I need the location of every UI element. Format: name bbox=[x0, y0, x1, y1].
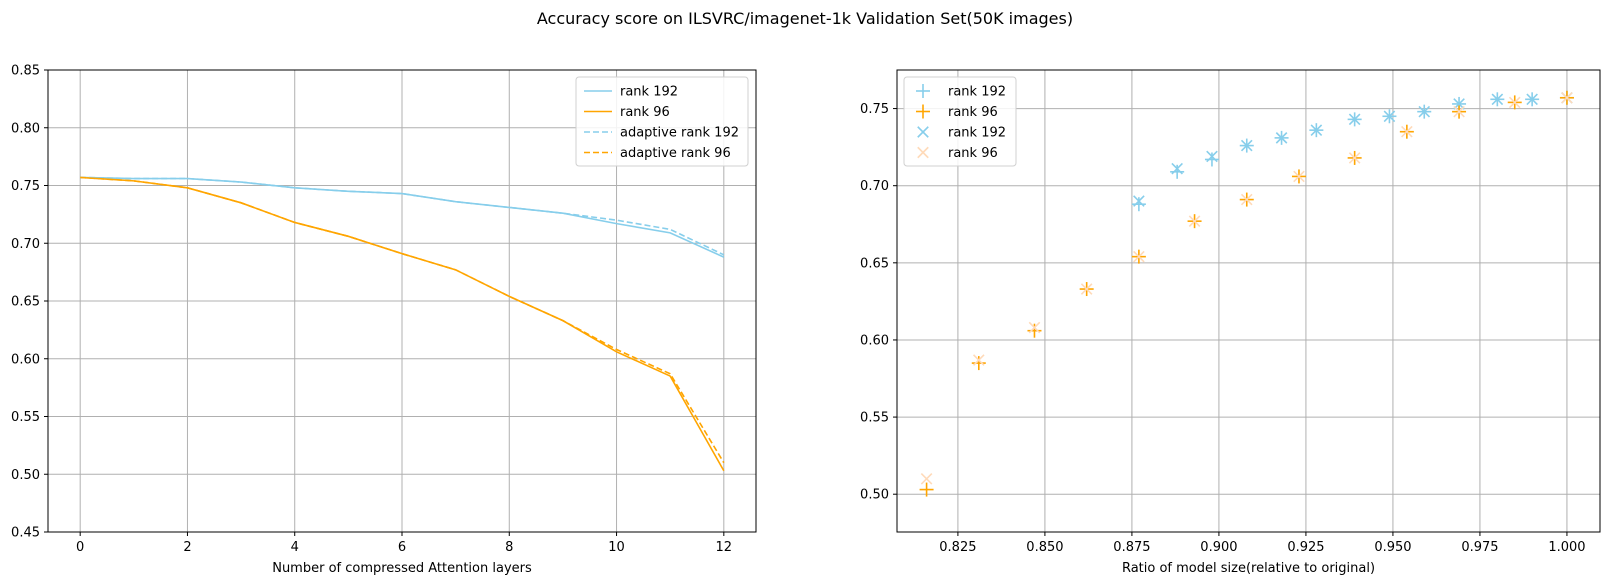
scatter-point-x bbox=[1526, 93, 1538, 106]
legend: rank 192 rank 96 rank 192 rank 96 bbox=[903, 76, 1017, 167]
scatter-point-x bbox=[1418, 105, 1431, 118]
series-group bbox=[80, 176, 725, 472]
x-tick-label: 6 bbox=[398, 540, 406, 555]
legend-label: rank 96 bbox=[948, 105, 998, 120]
x-tick-label: 12 bbox=[716, 540, 733, 555]
x-tick-label: 8 bbox=[505, 540, 513, 555]
y-tick-label: 0.70 bbox=[11, 237, 40, 252]
scatter-point-x bbox=[1453, 105, 1465, 118]
y-tick-label: 0.55 bbox=[860, 411, 889, 426]
scatter-point-plus bbox=[971, 356, 986, 371]
x-tick-label: 0.850 bbox=[1026, 540, 1063, 555]
scatter-point-x bbox=[1133, 250, 1145, 263]
legend-label: adaptive rank 192 bbox=[620, 126, 739, 141]
series-line-adaptive-rank-96 bbox=[80, 176, 725, 464]
scatter-point-x bbox=[920, 472, 933, 485]
scatter-point-x bbox=[1206, 150, 1218, 163]
y-tick-label: 0.60 bbox=[11, 352, 40, 367]
legend-label: adaptive rank 96 bbox=[620, 146, 731, 161]
x-tick-label: 2 bbox=[183, 540, 191, 555]
x-tick-label: 10 bbox=[608, 540, 625, 555]
x-tick-label: 1.000 bbox=[1548, 540, 1585, 555]
legend-swatch bbox=[917, 126, 929, 138]
figure-title: Accuracy score on ILSVRC/imagenet-1k Val… bbox=[537, 9, 1073, 28]
scatter-point-x bbox=[1491, 93, 1504, 106]
legend-box bbox=[903, 76, 1017, 167]
series-group bbox=[919, 90, 1574, 497]
y-tick-label: 0.75 bbox=[860, 102, 889, 117]
legend-label: rank 192 bbox=[948, 126, 1006, 141]
x-tick-label: 0 bbox=[76, 540, 84, 555]
scatter-point-x bbox=[1080, 283, 1093, 295]
scatter-point-x bbox=[1188, 215, 1201, 227]
y-tick-label: 0.65 bbox=[860, 256, 889, 271]
scatter-point-plus bbox=[1204, 152, 1219, 167]
x-tick-label: 0.825 bbox=[939, 540, 976, 555]
scatter-point-x bbox=[1240, 193, 1253, 206]
x-tick-label: 0.950 bbox=[1374, 540, 1411, 555]
y-tick-label: 0.70 bbox=[860, 179, 889, 194]
x-tick-label: 0.975 bbox=[1461, 540, 1498, 555]
plot-frame bbox=[47, 69, 757, 533]
x-axis-label: Number of compressed Attention layers bbox=[272, 561, 532, 576]
scatter-point-x bbox=[1293, 170, 1305, 183]
scatter-point-x bbox=[1348, 152, 1361, 164]
right-chart: 0.825 0.850 0.875 0.900 0.925 0.950 0.975 1.000… bbox=[860, 69, 1601, 576]
scatter-point-x bbox=[1348, 113, 1361, 126]
legend-swatch bbox=[917, 146, 929, 159]
legend-swatch bbox=[916, 84, 930, 98]
y-tick-label: 0.80 bbox=[11, 121, 40, 136]
left-chart: 0 2 4 6 8 10 12 0.45 0.50 0.55 0.60 0.65 0.70 0.75 0.8… bbox=[11, 64, 757, 576]
scatter-point-x bbox=[1310, 124, 1323, 136]
y-tick-label: 0.50 bbox=[860, 488, 889, 503]
legend-label: rank 96 bbox=[620, 105, 670, 120]
legend-label: rank 96 bbox=[948, 146, 998, 161]
scatter-point-plus bbox=[919, 482, 934, 497]
x-axis-label: Ratio of model size(relative to original… bbox=[1122, 561, 1375, 576]
y-tick-label: 0.60 bbox=[860, 333, 889, 348]
scatter-point-x bbox=[1401, 125, 1413, 138]
scatter-point-x bbox=[1133, 195, 1145, 207]
legend-box bbox=[575, 76, 749, 167]
y-tick-label: 0.50 bbox=[11, 468, 40, 483]
scatter-point-plus bbox=[1131, 197, 1146, 212]
series-line-rank-96 bbox=[80, 176, 725, 472]
x-tick-label: 0.925 bbox=[1287, 540, 1324, 555]
y-tick-label: 0.65 bbox=[11, 295, 40, 310]
scatter-point-x bbox=[1275, 132, 1288, 144]
scatter-point-x bbox=[972, 354, 985, 366]
scatter-point-x bbox=[1508, 96, 1521, 109]
x-tick-label: 0.900 bbox=[1200, 540, 1237, 555]
y-tick-label: 0.55 bbox=[11, 410, 40, 425]
x-tick-label: 0.875 bbox=[1113, 540, 1150, 555]
series-line-rank-192 bbox=[80, 176, 725, 258]
scatter-point-x bbox=[1028, 321, 1041, 334]
scatter-point-plus bbox=[1170, 164, 1185, 179]
scatter-point-x bbox=[1240, 139, 1253, 152]
y-tick-label: 0.45 bbox=[11, 526, 40, 541]
legend-swatch bbox=[916, 104, 930, 119]
plot-frame bbox=[896, 69, 1601, 533]
y-tick-label: 0.85 bbox=[11, 64, 40, 79]
scatter-point-x bbox=[1561, 91, 1573, 104]
scatter-point-plus bbox=[1027, 323, 1042, 338]
y-tick-label: 0.75 bbox=[11, 179, 40, 194]
legend-label: rank 192 bbox=[620, 85, 678, 100]
legend-label: rank 192 bbox=[948, 85, 1006, 100]
scatter-point-x bbox=[1383, 110, 1396, 123]
scatter-point-x bbox=[1171, 162, 1183, 175]
x-tick-label: 4 bbox=[291, 540, 299, 555]
legend: rank 192 rank 96 adaptive rank 192 adaptive… bbox=[575, 76, 749, 167]
